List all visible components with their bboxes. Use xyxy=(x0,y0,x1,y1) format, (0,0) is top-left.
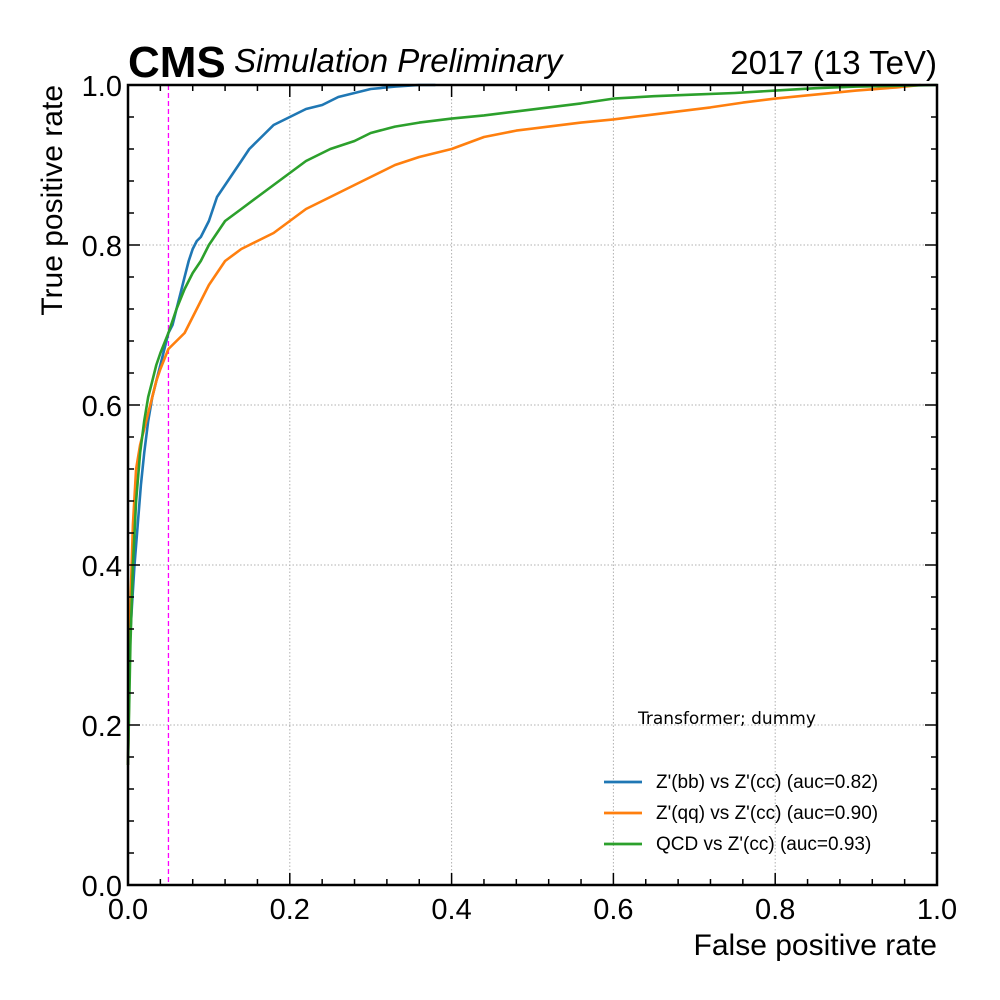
legend-label-2: QCD vs Z'(cc) (auc=0.93) xyxy=(656,834,871,855)
legend: Z'(bb) vs Z'(cc) (auc=0.82) Z'(qq) vs Z'(… xyxy=(604,772,878,855)
series-layer xyxy=(126,83,938,766)
x-tick-label: 0.6 xyxy=(593,894,633,926)
x-tick-label: 0.0 xyxy=(108,894,148,926)
series-line-1 xyxy=(126,83,921,766)
ticks: 0.0 0.2 0.4 0.6 0.8 1.0 0.0 0.2 0.4 0.6 0.8 1.0 xyxy=(82,71,957,926)
lumi-label: 2017 (13 TeV) xyxy=(730,44,937,81)
experiment-label: CMS xyxy=(128,38,226,87)
y-tick-label: 1.0 xyxy=(82,71,122,103)
legend-label-0: Z'(bb) vs Z'(cc) (auc=0.82) xyxy=(656,772,878,793)
x-tick-label: 1.0 xyxy=(917,894,957,926)
simulation-label: Simulation Preliminary xyxy=(234,42,565,79)
legend-label-1: Z'(qq) vs Z'(cc) (auc=0.90) xyxy=(656,803,878,824)
y-axis-title: True positive rate xyxy=(36,85,69,316)
y-tick-label: 0.4 xyxy=(82,551,122,583)
y-tick-label: 0.8 xyxy=(82,231,122,263)
series-line-2 xyxy=(126,83,938,766)
x-tick-label: 0.2 xyxy=(270,894,310,926)
series-line-0 xyxy=(126,83,436,766)
x-tick-label: 0.4 xyxy=(431,894,471,926)
x-tick-label: 0.8 xyxy=(755,894,795,926)
y-tick-label: 0.6 xyxy=(82,391,122,423)
model-annotation: Transformer; dummy xyxy=(637,709,816,729)
y-tick-label: 0.0 xyxy=(82,871,122,903)
grid xyxy=(128,85,937,885)
y-tick-label: 0.2 xyxy=(82,711,122,743)
plot-frame xyxy=(126,83,939,887)
x-axis-title: False positive rate xyxy=(694,929,937,962)
